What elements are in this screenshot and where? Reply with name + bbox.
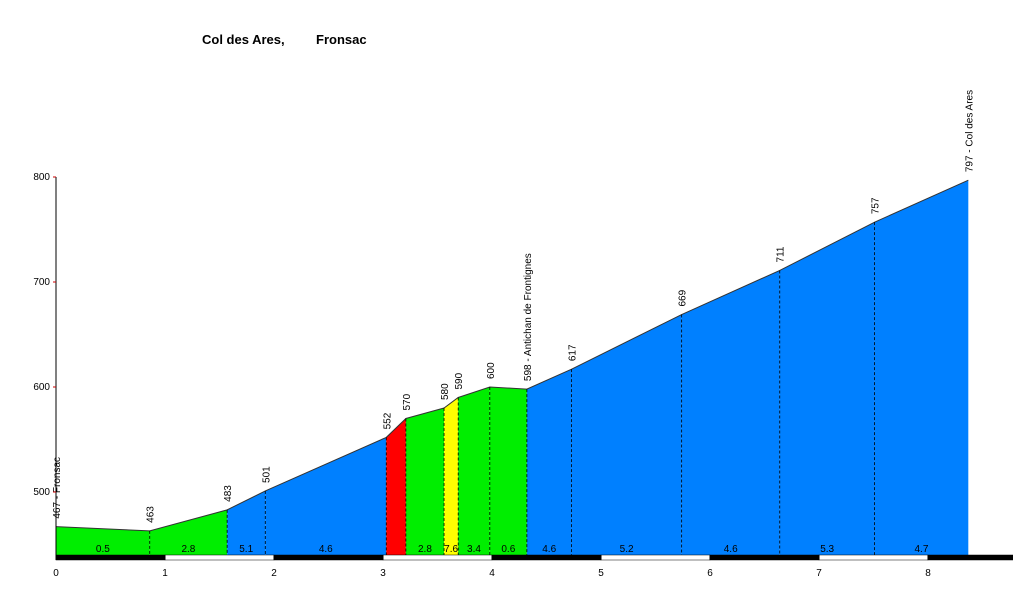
- point-label: 570: [402, 393, 413, 410]
- chart-subtitle: Fronsac: [316, 32, 367, 47]
- x-tick-label: 5: [598, 568, 604, 579]
- distance-stripe: [818, 554, 929, 561]
- point-label: 600: [486, 362, 497, 379]
- point-label: 757: [871, 197, 882, 214]
- point-label: 669: [678, 289, 689, 306]
- point-label: 467 - Fronsac: [52, 457, 63, 519]
- distance-stripe: [600, 554, 711, 561]
- point-label: 580: [440, 383, 451, 400]
- distance-stripe: [273, 554, 384, 561]
- gradient-label: 4.7: [914, 544, 928, 555]
- point-label: 617: [568, 344, 579, 361]
- y-tick-label: 700: [33, 277, 50, 288]
- gradient-label: 5.1: [239, 544, 253, 555]
- profile-segment: [444, 397, 459, 555]
- profile-segment: [227, 490, 266, 555]
- profile-segment: [571, 314, 682, 555]
- profile-segment: [56, 526, 150, 555]
- profile-segment: [779, 222, 875, 555]
- profile-segment: [526, 369, 572, 555]
- x-tick-label: 3: [380, 568, 386, 579]
- x-tick-label: 7: [816, 568, 822, 579]
- point-label: 483: [223, 485, 234, 502]
- x-tick-label: 4: [489, 568, 495, 579]
- gradient-label: 3.4: [467, 544, 481, 555]
- gradient-label: 2.8: [181, 544, 195, 555]
- profile-segment: [681, 270, 780, 555]
- point-label: 501: [261, 466, 272, 483]
- profile-segment: [149, 509, 228, 555]
- distance-stripe: [164, 554, 275, 561]
- gradient-label: 4.6: [724, 544, 738, 555]
- x-tick-label: 2: [271, 568, 277, 579]
- point-label: 797 - Col des Ares: [964, 90, 975, 172]
- profile-segment: [265, 437, 387, 555]
- distance-stripe: [382, 554, 493, 561]
- x-tick-label: 0: [53, 568, 59, 579]
- y-tick-label: 500: [33, 487, 50, 498]
- point-label: 598 - Antichan de Frontignes: [523, 253, 534, 381]
- distance-stripe: [491, 554, 602, 561]
- gradient-label: 5.3: [820, 544, 834, 555]
- profile-segment: [489, 387, 527, 555]
- point-label: 711: [776, 246, 787, 262]
- point-label: 463: [146, 506, 157, 523]
- distance-stripe: [709, 554, 820, 561]
- distance-stripe: [55, 554, 166, 561]
- gradient-label: 2.8: [418, 544, 432, 555]
- point-label: 552: [382, 412, 393, 429]
- profile-segment: [458, 387, 490, 555]
- gradient-label: 4.6: [319, 544, 333, 555]
- profile-segment: [386, 418, 406, 555]
- gradient-label: 0.6: [501, 544, 515, 555]
- distance-stripe: [927, 554, 1013, 561]
- gradient-label: 7.6: [444, 544, 458, 555]
- x-tick-label: 1: [162, 568, 168, 579]
- chart-title: Col des Ares,: [202, 32, 285, 47]
- y-tick-label: 600: [33, 382, 50, 393]
- gradient-label: 5.2: [620, 544, 634, 555]
- gradient-label: 0.5: [96, 544, 110, 555]
- x-tick-label: 6: [707, 568, 713, 579]
- profile-segment: [874, 180, 969, 555]
- y-tick-label: 800: [33, 172, 50, 183]
- x-tick-label: 8: [925, 568, 931, 579]
- profile-segment: [405, 408, 445, 555]
- gradient-label: 4.6: [542, 544, 556, 555]
- point-label: 590: [454, 372, 465, 389]
